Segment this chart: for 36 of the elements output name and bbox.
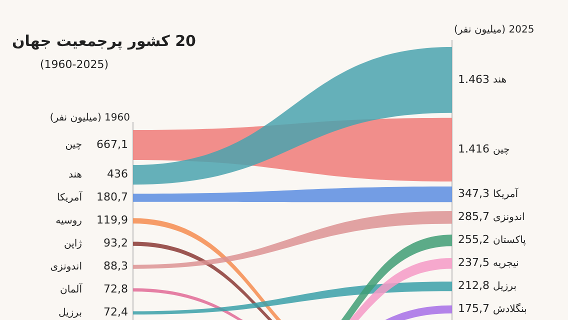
data-label: 237,5 [458,256,490,270]
data-label: 119,9 [96,214,128,227]
category-label: آمریکا [493,188,518,200]
data-label: 212,8 [458,279,490,292]
data-label: 93,2 [104,236,128,250]
data-label: 436 [107,168,128,181]
data-label: 72,8 [104,282,128,296]
category-label: آمریکا [56,190,84,204]
category-label: اندونزی [493,212,525,223]
data-label: 1.416 [458,142,490,156]
data-label: 667,1 [96,138,128,151]
category-label: هند [68,169,82,180]
data-label: 180,7 [96,190,128,204]
data-label: 347,3 [458,187,490,200]
category-label: روسیه [56,215,82,226]
data-label: 88,3 [104,260,128,273]
data-label: 1.463 [458,72,490,86]
data-label: 72,4 [104,306,128,319]
category-label: برزیل [493,280,516,292]
category-label: چین [493,144,510,156]
category-label: هند [493,74,507,86]
data-label: 285,7 [458,210,490,224]
data-label: 255,2 [458,233,490,246]
text: 20 کشور پرجمعیت جهان [12,32,196,50]
category-label: چین [65,140,82,151]
category-label: نیجریه [493,258,519,269]
category-label: اندونزی [50,261,82,272]
text: 2025 (میلیون نفر) [454,24,534,36]
category-label: ژاپن [64,238,82,250]
text: (1960-2025) [40,58,109,71]
category-label: برزیل [58,307,82,318]
data-label: 175,7 [458,302,490,316]
category-label: پاکستان [493,234,526,246]
text: 1960 (میلیون نفر) [50,112,130,124]
category-label: آلمان [60,282,84,296]
category-label: بنگلادش [493,302,527,315]
